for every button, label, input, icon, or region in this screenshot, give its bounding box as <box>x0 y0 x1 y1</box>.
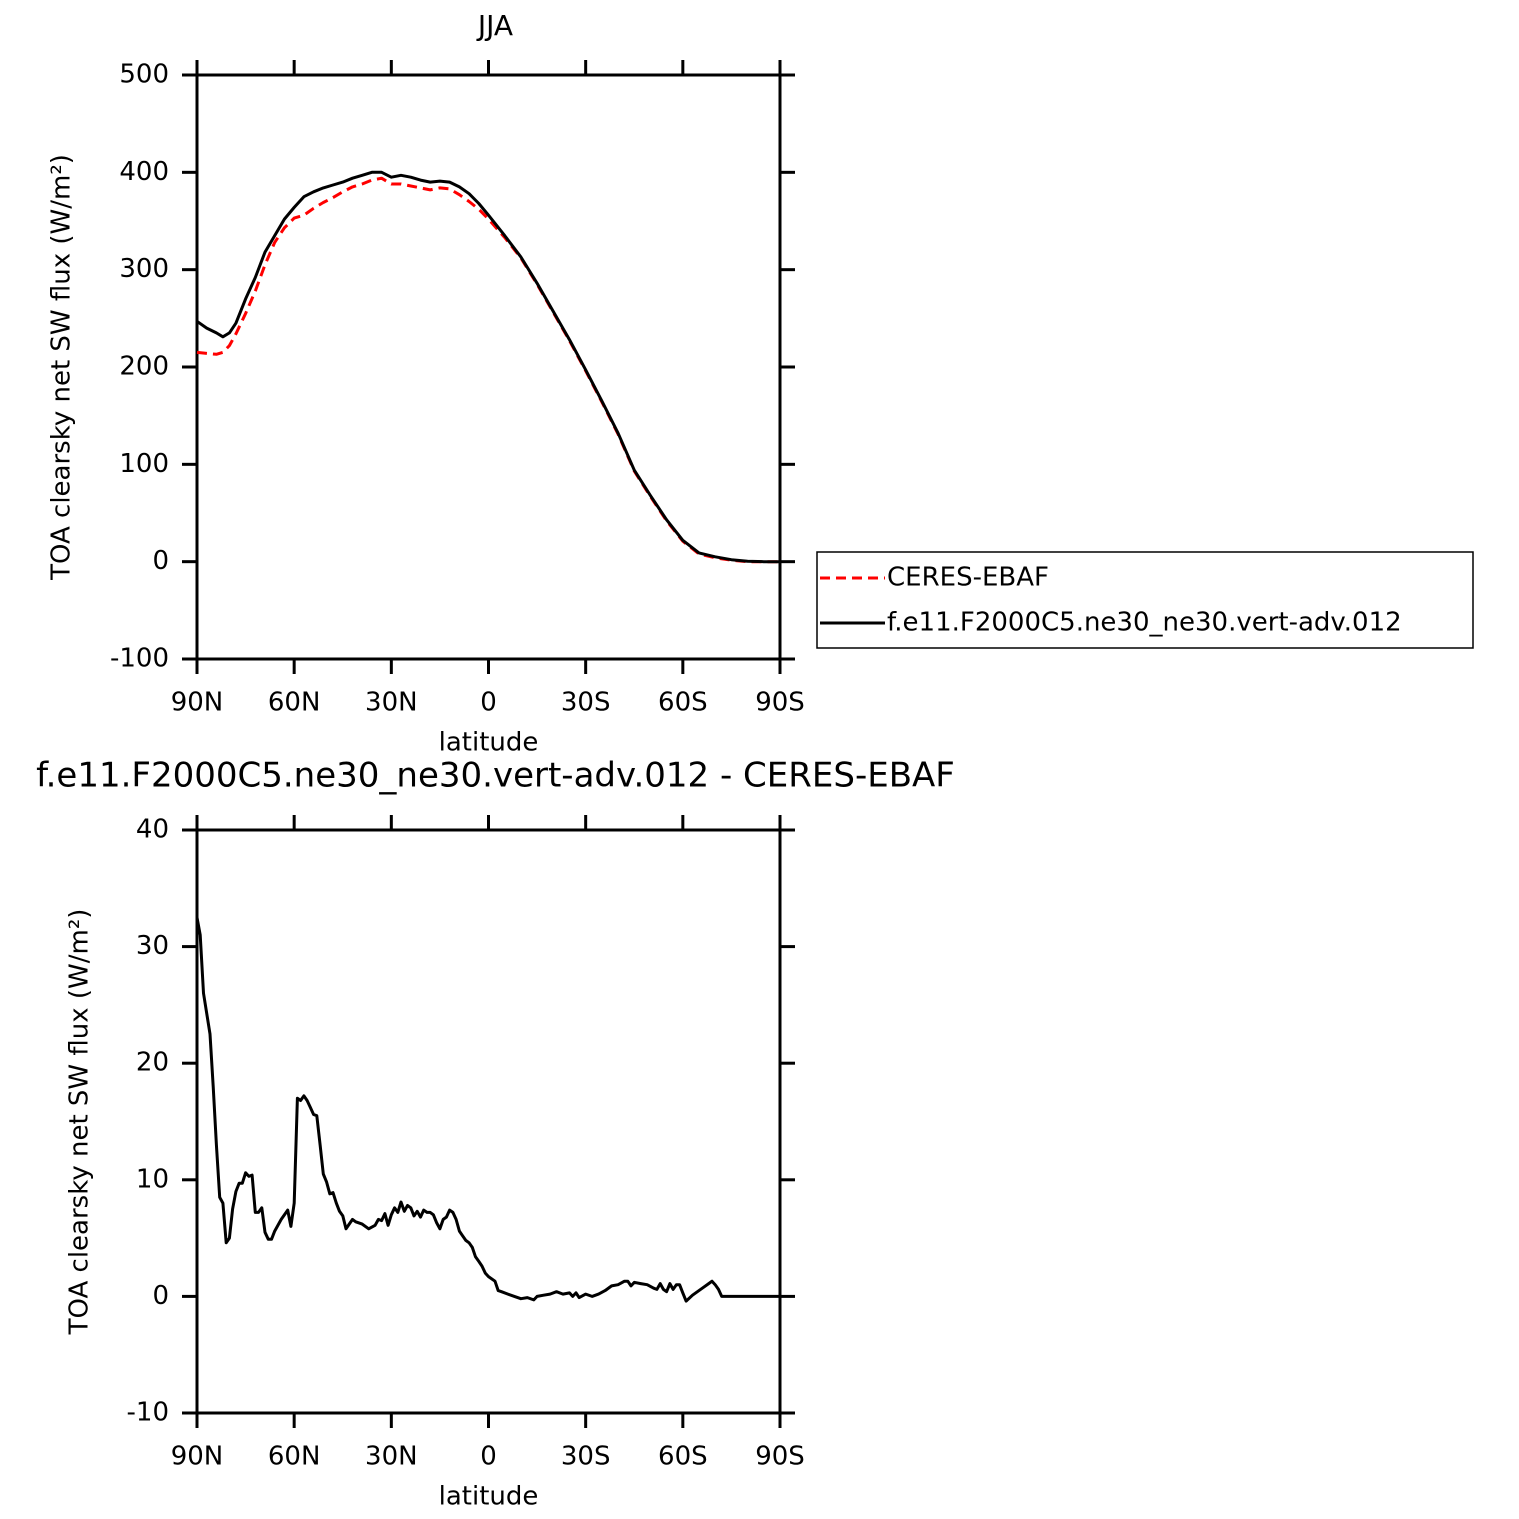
x-axis-label: latitude <box>439 1482 539 1512</box>
x-tick-label: 90N <box>171 1442 224 1472</box>
x-tick-label: 60S <box>658 688 708 718</box>
x-tick-label: 0 <box>480 1442 497 1472</box>
legend-box <box>816 551 1474 649</box>
chart-title: f.e11.F2000C5.ne30_ne30.vert-adv.012 - C… <box>36 756 955 796</box>
x-tick-label: 0 <box>480 688 497 718</box>
x-tick-label: 30N <box>365 688 418 718</box>
y-tick-label: 400 <box>119 157 169 187</box>
x-tick-label: 30S <box>561 1442 611 1472</box>
data-line <box>195 917 780 1303</box>
chart-title: JJA <box>476 9 513 42</box>
y-tick-label: -10 <box>127 1398 169 1428</box>
y-tick-label: 300 <box>119 254 169 284</box>
data-line <box>196 176 780 564</box>
x-tick-label: 60S <box>658 1442 708 1472</box>
plot-frame <box>195 73 782 661</box>
legend-label: f.e11.F2000C5.ne30_ne30.vert-adv.012 <box>887 608 1402 638</box>
x-tick-label: 30N <box>365 1442 418 1472</box>
y-tick-label: 500 <box>119 60 169 90</box>
x-axis-label: latitude <box>439 728 539 758</box>
y-tick-label: 20 <box>136 1048 169 1078</box>
y-tick-label: 200 <box>119 352 169 382</box>
y-tick-label: 0 <box>152 1281 169 1311</box>
legend-label: CERES-EBAF <box>887 563 1049 593</box>
y-tick-label: 100 <box>119 449 169 479</box>
x-tick-label: 60N <box>268 1442 321 1472</box>
x-tick-label: 30S <box>561 688 611 718</box>
y-tick-label: 40 <box>136 815 169 845</box>
x-tick-label: 90S <box>755 688 805 718</box>
y-tick-label: -100 <box>110 644 169 674</box>
plot-frame <box>195 828 782 1415</box>
x-tick-label: 90N <box>171 688 224 718</box>
data-line <box>196 170 780 564</box>
y-axis-label: TOA clearsky net SW flux (W/m²) <box>47 154 77 581</box>
x-tick-label: 90S <box>755 1442 805 1472</box>
y-tick-label: 0 <box>152 546 169 576</box>
x-tick-label: 60N <box>268 688 321 718</box>
y-tick-label: 30 <box>136 931 169 961</box>
y-axis-label: TOA clearsky net SW flux (W/m²) <box>65 909 95 1336</box>
y-tick-label: 10 <box>136 1164 169 1194</box>
